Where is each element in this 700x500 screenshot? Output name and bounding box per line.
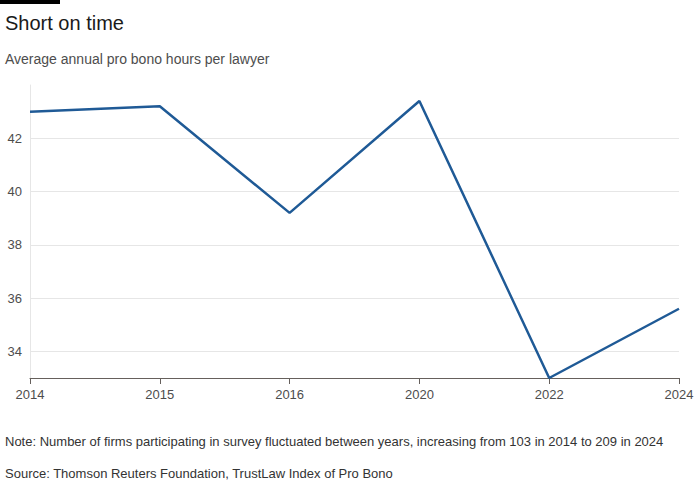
svg-text:Average annual pro bono hours: Average annual pro bono hours per lawyer (5, 51, 270, 67)
svg-text:42: 42 (8, 131, 22, 146)
svg-text:38: 38 (8, 237, 22, 252)
svg-text:34: 34 (8, 344, 22, 359)
svg-text:Note: Number of firms particip: Note: Number of firms participating in s… (5, 434, 663, 449)
svg-text:Short on time: Short on time (5, 12, 124, 34)
svg-text:40: 40 (8, 184, 22, 199)
svg-text:2020: 2020 (405, 387, 434, 402)
svg-text:2022: 2022 (535, 387, 564, 402)
svg-text:2016: 2016 (275, 387, 304, 402)
svg-text:2024: 2024 (665, 387, 694, 402)
svg-text:Source: Thomson Reuters Founda: Source: Thomson Reuters Foundation, Trus… (5, 466, 393, 481)
svg-text:2014: 2014 (16, 387, 45, 402)
svg-text:36: 36 (8, 291, 22, 306)
svg-text:2015: 2015 (145, 387, 174, 402)
